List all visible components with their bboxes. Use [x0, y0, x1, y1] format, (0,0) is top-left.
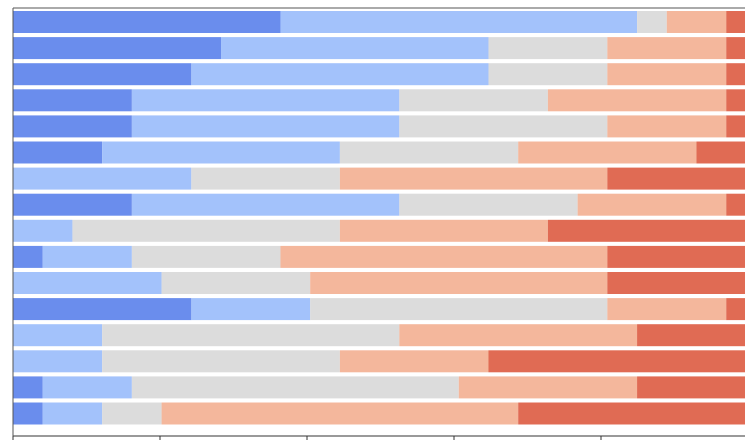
bar-row-15-segment-3	[131, 376, 459, 399]
bar-row-8-segment-3	[399, 193, 578, 216]
bar-row-11-segment-3	[161, 272, 311, 294]
bar-row-15-segment-5	[637, 376, 745, 399]
bar-row-12-segment-3	[310, 298, 608, 321]
bar-row-9-segment-2	[13, 219, 73, 242]
bar-row-12-segment-4	[607, 298, 727, 321]
bar-row-5-segment-2	[131, 115, 400, 138]
bar-row-7-segment-5	[607, 167, 745, 190]
bar-row-7-segment-3	[191, 167, 340, 190]
bars-layer	[13, 11, 745, 425]
bar-row-8-segment-2	[131, 193, 400, 216]
bar-row-5-segment-5	[726, 115, 745, 138]
bar-row-8-segment-1	[13, 193, 132, 216]
bar-row-1-segment-3	[637, 11, 667, 33]
bar-row-13-segment-3	[102, 324, 400, 347]
bar-row-14-segment-2	[13, 350, 103, 373]
bar-row-12-segment-1	[13, 298, 192, 321]
bar-row-1-segment-5	[726, 11, 745, 33]
bar-row-4-segment-2	[131, 89, 400, 112]
bar-row-5-segment-3	[399, 115, 608, 138]
bar-row-13-segment-2	[13, 324, 103, 347]
bar-row-2-segment-5	[726, 37, 745, 60]
bar-row-10-segment-3	[131, 245, 281, 268]
bar-row-2-segment-1	[13, 37, 222, 60]
bar-row-16-segment-1	[13, 402, 43, 425]
bar-row-12-segment-5	[726, 298, 745, 321]
bar-row-14-segment-5	[488, 350, 745, 373]
bar-row-11-segment-4	[310, 272, 608, 294]
bar-row-4-segment-4	[547, 89, 727, 112]
bar-row-3-segment-3	[488, 63, 608, 86]
bar-row-1-segment-1	[13, 11, 281, 33]
bar-row-10-segment-4	[280, 245, 608, 268]
bar-row-16-segment-3	[102, 402, 162, 425]
bar-row-13-segment-4	[399, 324, 638, 347]
bar-row-2-segment-3	[488, 37, 608, 60]
bar-row-9-segment-5	[547, 219, 745, 242]
bar-row-13-segment-5	[637, 324, 745, 347]
bar-row-14-segment-4	[339, 350, 489, 373]
bar-row-1-segment-4	[666, 11, 727, 33]
bar-row-3-segment-4	[607, 63, 727, 86]
bar-row-3-segment-1	[13, 63, 192, 86]
bar-row-6-segment-5	[696, 141, 745, 164]
bar-row-15-segment-1	[13, 376, 43, 399]
bar-row-16-segment-2	[42, 402, 103, 425]
bar-row-6-segment-4	[518, 141, 697, 164]
bar-row-8-segment-5	[726, 193, 745, 216]
bar-row-5-segment-1	[13, 115, 132, 138]
bar-row-16-segment-5	[518, 402, 745, 425]
bar-row-11-segment-2	[13, 272, 162, 294]
bar-row-10-segment-2	[42, 245, 132, 268]
bar-row-7-segment-2	[13, 167, 192, 190]
bar-row-4-segment-3	[399, 89, 548, 112]
bar-row-6-segment-3	[339, 141, 519, 164]
bar-row-6-segment-2	[102, 141, 340, 164]
bar-row-15-segment-4	[458, 376, 638, 399]
bar-row-8-segment-4	[577, 193, 727, 216]
bar-row-14-segment-3	[102, 350, 340, 373]
bar-row-1-segment-2	[280, 11, 638, 33]
bar-row-10-segment-5	[607, 245, 745, 268]
bar-row-2-segment-2	[221, 37, 489, 60]
bar-row-6-segment-1	[13, 141, 103, 164]
bar-row-16-segment-4	[161, 402, 519, 425]
x-axis	[12, 7, 745, 440]
bar-row-11-segment-5	[607, 272, 745, 294]
bar-row-15-segment-2	[42, 376, 132, 399]
bar-row-4-segment-1	[13, 89, 132, 112]
bar-row-4-segment-5	[726, 89, 745, 112]
bar-row-12-segment-2	[191, 298, 311, 321]
bar-row-9-segment-4	[339, 219, 548, 242]
bar-row-10-segment-1	[13, 245, 43, 268]
bar-row-2-segment-4	[607, 37, 727, 60]
bar-row-3-segment-5	[726, 63, 745, 86]
bar-row-9-segment-3	[72, 219, 340, 242]
bar-row-3-segment-2	[191, 63, 489, 86]
bar-row-7-segment-4	[339, 167, 608, 190]
bar-row-5-segment-4	[607, 115, 727, 138]
